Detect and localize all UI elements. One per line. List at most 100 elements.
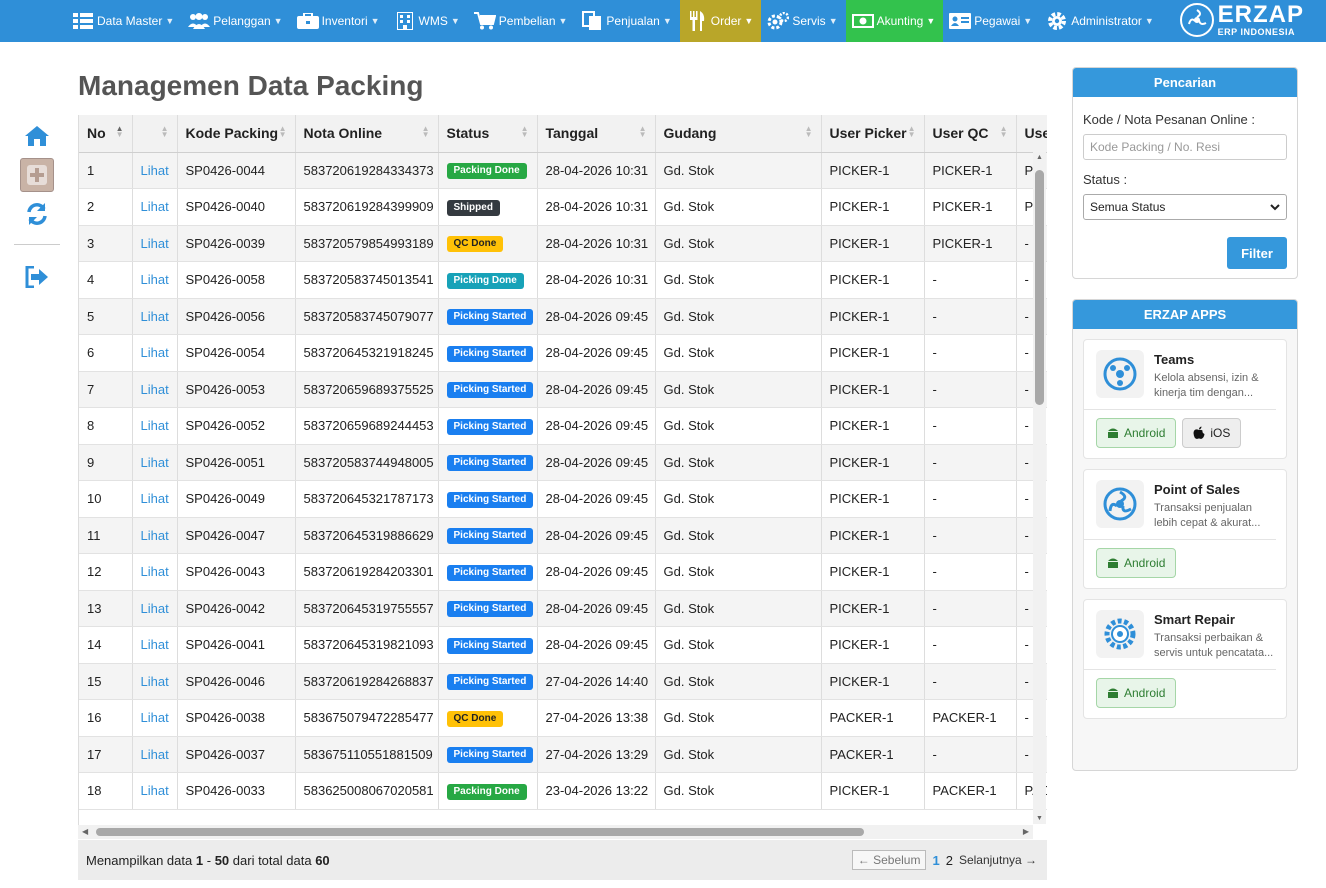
cell-kode-packing: SP0426-0052 bbox=[185, 418, 266, 434]
table-cell: SP0426-0053 bbox=[177, 371, 296, 408]
logout-button[interactable] bbox=[14, 259, 60, 295]
cell-kode-packing: SP0426-0041 bbox=[185, 637, 266, 653]
smart-repair-android-button[interactable]: Android bbox=[1096, 678, 1177, 708]
pos-android-button[interactable]: Android bbox=[1096, 548, 1177, 578]
scroll-left-arrow-icon[interactable]: ◀ bbox=[82, 827, 89, 836]
chevron-down-icon: ▼ bbox=[926, 16, 936, 26]
table-cell: PICKER-1 bbox=[821, 225, 925, 262]
home-button[interactable] bbox=[14, 118, 60, 154]
table-cell: 28-04-2026 09:45 bbox=[537, 371, 656, 408]
column-header-user-packer[interactable]: User Packer bbox=[1016, 115, 1047, 153]
cell-user-packer: - bbox=[1024, 491, 1029, 507]
cell-user-qc: - bbox=[932, 381, 937, 397]
scroll-right-arrow-icon[interactable]: ▶ bbox=[1022, 827, 1029, 836]
view-link[interactable]: Lihat bbox=[140, 345, 169, 361]
add-button[interactable] bbox=[20, 158, 54, 192]
vertical-scrollbar[interactable]: ▲ ▼ bbox=[1033, 152, 1046, 824]
column-header-tanggal[interactable]: Tanggal ▲ ▼ bbox=[537, 115, 656, 153]
table-cell: Lihat bbox=[132, 371, 178, 408]
scroll-down-arrow-icon[interactable]: ▼ bbox=[1036, 815, 1043, 822]
sort-icon: ▲ ▼ bbox=[115, 124, 124, 139]
view-link[interactable]: Lihat bbox=[140, 308, 169, 324]
cell-tanggal: 28-04-2026 09:45 bbox=[545, 308, 649, 324]
view-link[interactable]: Lihat bbox=[140, 600, 169, 616]
table-cell: - bbox=[924, 261, 1017, 299]
view-link[interactable]: Lihat bbox=[140, 454, 169, 470]
prev-page-button[interactable]: ← Sebelum bbox=[851, 850, 927, 870]
sort-icon: ▲ ▼ bbox=[907, 124, 916, 139]
table-cell: PICKER-1 bbox=[924, 188, 1017, 226]
view-link[interactable]: Lihat bbox=[140, 783, 169, 799]
column-header-user-picker[interactable]: User Picker ▲ ▼ bbox=[821, 115, 925, 153]
view-link[interactable]: Lihat bbox=[140, 564, 169, 580]
nav-label: Penjualan bbox=[606, 14, 660, 28]
view-link[interactable]: Lihat bbox=[140, 272, 169, 288]
nav-label: Pelanggan bbox=[213, 14, 271, 28]
horizontal-scroll-thumb[interactable] bbox=[96, 828, 864, 836]
nav-pegawai[interactable]: Pegawai ▼ bbox=[943, 0, 1040, 42]
scroll-up-arrow-icon[interactable]: ▲ bbox=[1036, 154, 1043, 161]
table-cell: PICKER-1 bbox=[821, 407, 925, 445]
table-cell: 583720659689244453 bbox=[295, 407, 439, 445]
nav-administrator[interactable]: Administrator ▼ bbox=[1040, 0, 1162, 42]
view-link[interactable]: Lihat bbox=[140, 235, 169, 251]
table-row: 16 Lihat SP0426-0038 583675079472285477 QC D… bbox=[79, 699, 1047, 737]
nav-inventori[interactable]: Inventori ▼ bbox=[291, 0, 388, 42]
filter-button[interactable]: Filter bbox=[1227, 237, 1287, 269]
table-body: 1 Lihat SP0426-0044 583720619284334373 Packi… bbox=[79, 152, 1047, 810]
brand-logo[interactable]: ERZAP ERP INDONESIA bbox=[1179, 3, 1304, 37]
view-link[interactable]: Lihat bbox=[140, 746, 169, 762]
status-select[interactable]: Semua Status bbox=[1083, 194, 1287, 220]
table-cell: 28-04-2026 10:31 bbox=[537, 152, 656, 189]
cell-user-qc: - bbox=[932, 527, 937, 543]
teams-ios-button[interactable]: iOS bbox=[1182, 418, 1242, 448]
kode-search-input[interactable]: Kode Packing / No. Resi bbox=[1083, 134, 1287, 160]
view-link[interactable]: Lihat bbox=[140, 162, 169, 178]
action-rail bbox=[14, 118, 60, 295]
table-cell: SP0426-0033 bbox=[177, 772, 296, 810]
column-header-nota-online[interactable]: Nota Online ▲ ▼ bbox=[295, 115, 439, 153]
column-header-status[interactable]: Status ▲ ▼ bbox=[438, 115, 538, 153]
horizontal-scrollbar[interactable]: ◀ ▶ bbox=[78, 825, 1033, 839]
view-link[interactable]: Lihat bbox=[140, 381, 169, 397]
column-header-kode-packing[interactable]: Kode Packing ▲ ▼ bbox=[177, 115, 296, 153]
view-link[interactable]: Lihat bbox=[140, 527, 169, 543]
view-link[interactable]: Lihat bbox=[140, 710, 169, 726]
refresh-button[interactable] bbox=[14, 196, 60, 232]
column-header-action[interactable]: ▲ ▼ bbox=[132, 115, 178, 153]
vertical-scroll-thumb[interactable] bbox=[1035, 170, 1044, 405]
nav-pelanggan[interactable]: Pelanggan ▼ bbox=[182, 0, 290, 42]
nav-order[interactable]: Order ▼ bbox=[679, 0, 762, 42]
table-cell: 14 bbox=[79, 626, 133, 664]
column-header-user-qc[interactable]: User QC ▲ ▼ bbox=[924, 115, 1017, 153]
nav-servis[interactable]: Servis ▼ bbox=[761, 0, 845, 42]
table-cell: 2 bbox=[79, 188, 133, 226]
view-link[interactable]: Lihat bbox=[140, 637, 169, 653]
table-cell: - bbox=[924, 371, 1017, 408]
view-link[interactable]: Lihat bbox=[140, 491, 169, 507]
cell-gudang: Gd. Stok bbox=[663, 710, 715, 726]
nav-penjualan[interactable]: Penjualan ▼ bbox=[575, 0, 679, 42]
cell-gudang: Gd. Stok bbox=[663, 162, 715, 178]
column-header-gudang[interactable]: Gudang ▲ ▼ bbox=[655, 115, 822, 153]
view-link[interactable]: Lihat bbox=[140, 199, 169, 215]
next-page-button[interactable]: Selanjutnya → bbox=[958, 853, 1037, 867]
column-header-no[interactable]: No ▲ ▼ bbox=[79, 115, 133, 153]
view-link[interactable]: Lihat bbox=[140, 673, 169, 689]
page-1-link[interactable]: 1 bbox=[932, 852, 940, 868]
table-cell: SP0426-0039 bbox=[177, 225, 296, 262]
table-row: 17 Lihat SP0426-0037 583675110551881509 Pick… bbox=[79, 736, 1047, 773]
cell-user-packer: - bbox=[1024, 527, 1029, 543]
nav-wms[interactable]: WMS ▼ bbox=[388, 0, 468, 42]
table-row: 12 Lihat SP0426-0043 583720619284203301 Pick… bbox=[79, 553, 1047, 591]
table-cell: 1 bbox=[79, 152, 133, 189]
table-cell: PICKER-1 bbox=[821, 444, 925, 481]
cell-gudang: Gd. Stok bbox=[663, 345, 715, 361]
page-2-link[interactable]: 2 bbox=[945, 852, 953, 868]
nav-akunting[interactable]: Akunting ▼ bbox=[845, 0, 944, 42]
nav-pembelian[interactable]: Pembelian ▼ bbox=[468, 0, 576, 42]
teams-android-button[interactable]: Android bbox=[1096, 418, 1177, 448]
nav-data-master[interactable]: Data Master ▼ bbox=[66, 0, 182, 42]
view-link[interactable]: Lihat bbox=[140, 418, 169, 434]
cell-tanggal: 28-04-2026 10:31 bbox=[545, 272, 649, 288]
